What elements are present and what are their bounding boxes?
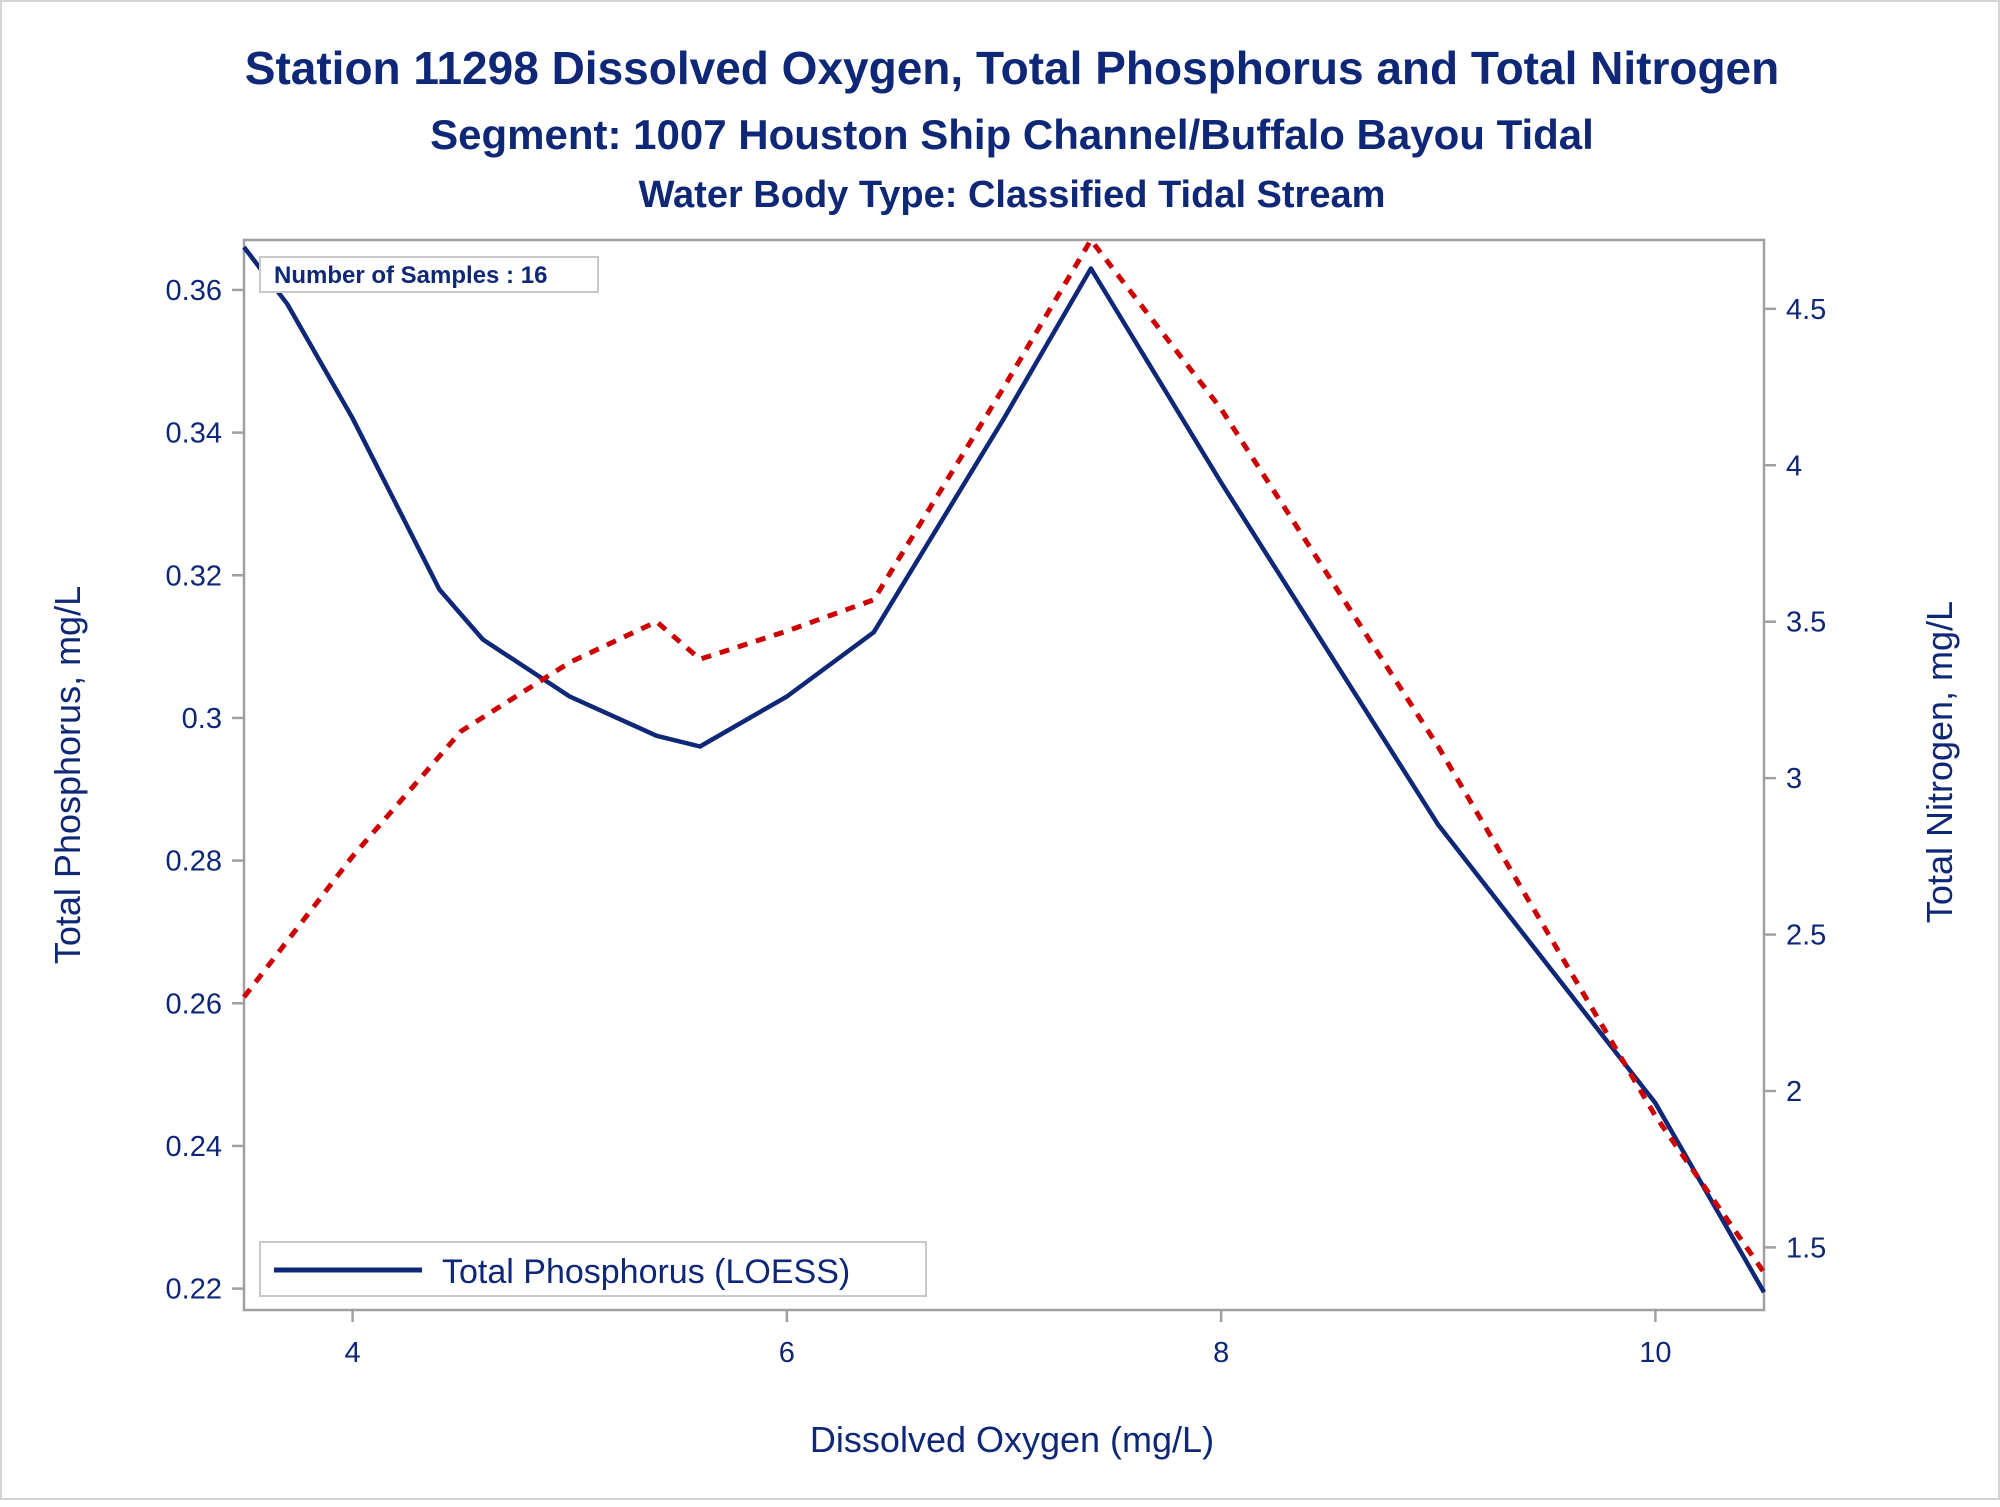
- y-right-tick-label: 4: [1786, 450, 1802, 482]
- y-left-tick-label: 0.22: [166, 1274, 222, 1306]
- plot-area: [242, 238, 1766, 1312]
- y-axis-left: 0.22 0.24 0.26 0.28 0.3 0.32 0.34 0.36: [166, 275, 244, 1306]
- x-axis-label: Dissolved Oxygen (mg/L): [810, 1419, 1214, 1460]
- x-tick-label: 10: [1639, 1337, 1671, 1369]
- y-right-tick-label: 1.5: [1786, 1232, 1826, 1264]
- legend: Total Phosphorus (LOESS): [259, 1241, 927, 1297]
- y-left-tick-label: 0.32: [166, 560, 222, 592]
- x-axis: 4 6 8 10: [345, 1310, 1672, 1369]
- y-left-tick-label: 0.24: [166, 1131, 222, 1163]
- chart-subtitle-2: Water Body Type: Classified Tidal Stream: [639, 174, 1386, 216]
- y-axis-right: 1.5 2 2.5 3 3.5 4 4.5: [1764, 294, 1826, 1264]
- sample-count-annotation: Number of Samples : 16: [259, 256, 599, 293]
- legend-label-total-phosphorus: Total Phosphorus (LOESS): [442, 1253, 850, 1291]
- y-axis-right-label: Total Nitrogen, mg/L: [1919, 601, 1960, 923]
- series-line-total-phosphorus: [242, 245, 1766, 1294]
- chart-title: Station 11298 Dissolved Oxygen, Total Ph…: [245, 42, 1779, 94]
- y-right-tick-label: 2: [1786, 1076, 1802, 1108]
- y-left-tick-label: 0.34: [166, 418, 222, 450]
- annotation-text: Number of Samples : 16: [274, 262, 547, 289]
- x-tick-label: 4: [345, 1337, 361, 1369]
- x-tick-label: 8: [1213, 1337, 1229, 1369]
- y-left-tick-label: 0.3: [182, 703, 222, 735]
- y-right-tick-label: 3: [1786, 763, 1802, 795]
- y-left-tick-label: 0.36: [166, 275, 222, 307]
- y-right-tick-label: 2.5: [1786, 920, 1826, 952]
- y-right-tick-label: 4.5: [1786, 294, 1826, 326]
- annotation-box: [259, 256, 599, 293]
- y-right-tick-label: 3.5: [1786, 607, 1826, 639]
- series-layer: [242, 237, 1767, 1294]
- chart-subtitle: Segment: 1007 Houston Ship Channel/Buffa…: [430, 111, 1594, 158]
- y-axis-left-label: Total Phosphorus, mg/L: [47, 586, 88, 964]
- x-tick-label: 6: [779, 1337, 795, 1369]
- y-left-tick-label: 0.26: [166, 988, 222, 1020]
- y-left-tick-label: 0.28: [166, 846, 222, 878]
- series-line-total-nitrogen: [242, 237, 1767, 1274]
